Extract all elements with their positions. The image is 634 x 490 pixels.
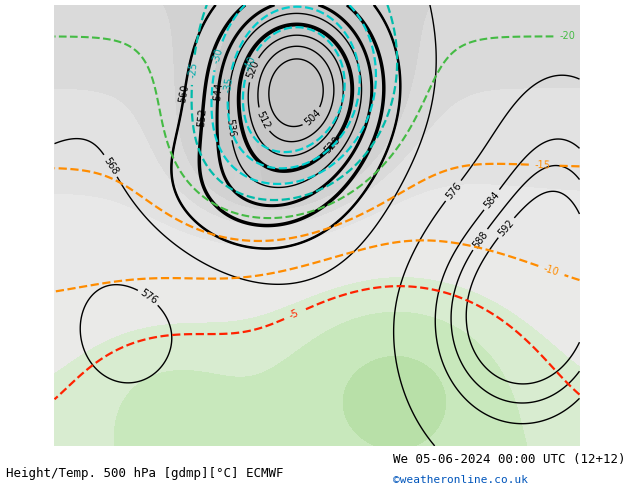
Polygon shape — [228, 129, 264, 207]
Text: We 05-06-2024 00:00 UTC (12+12): We 05-06-2024 00:00 UTC (12+12) — [393, 452, 626, 466]
Text: 568: 568 — [101, 155, 120, 176]
Text: 592: 592 — [496, 218, 516, 238]
Text: 520: 520 — [245, 59, 261, 80]
Text: Height/Temp. 500 hPa [gdmp][°C] ECMWF: Height/Temp. 500 hPa [gdmp][°C] ECMWF — [6, 467, 284, 480]
Text: -35: -35 — [223, 76, 235, 93]
Text: 544: 544 — [212, 82, 224, 101]
Text: ©weatheronline.co.uk: ©weatheronline.co.uk — [393, 475, 528, 485]
Text: -25: -25 — [187, 61, 199, 78]
Text: -20: -20 — [559, 31, 575, 41]
Text: -40: -40 — [242, 55, 257, 73]
Text: 552: 552 — [197, 107, 208, 127]
Text: 528: 528 — [322, 135, 342, 155]
Text: -30: -30 — [210, 47, 225, 65]
Text: 584: 584 — [482, 190, 501, 210]
Text: -5: -5 — [287, 308, 301, 321]
Text: 576: 576 — [138, 288, 159, 306]
Text: 504: 504 — [302, 108, 323, 127]
Text: 576: 576 — [444, 180, 463, 201]
Text: -15: -15 — [534, 160, 551, 171]
Text: -10: -10 — [542, 264, 560, 278]
Text: 512: 512 — [254, 109, 271, 130]
Text: 536: 536 — [224, 118, 236, 137]
Text: 588: 588 — [470, 229, 489, 250]
Text: 560: 560 — [178, 83, 191, 103]
